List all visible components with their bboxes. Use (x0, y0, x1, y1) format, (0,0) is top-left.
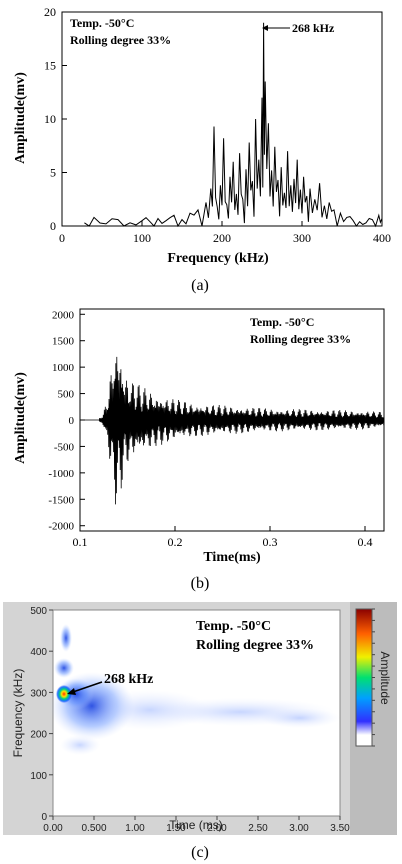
peak-arrowhead-c (67, 688, 76, 695)
annotation-temp-a: Temp. -50°C (70, 16, 134, 30)
x-axis-label-c: Time (ms) (169, 818, 223, 832)
y-tick-label-b: -2000 (48, 521, 74, 533)
x-tick-label-c: 3.50 (330, 823, 350, 834)
x-tick-label-c: 1.00 (125, 823, 145, 834)
caption-a: (a) (191, 277, 209, 294)
y-tick-label-a: 0 (50, 219, 56, 233)
x-tick-label-a: 0 (59, 231, 65, 245)
caption-c: (c) (191, 844, 209, 861)
y-tick-label-b: 500 (58, 389, 75, 401)
heat-blob (54, 658, 74, 678)
peak-arrow-c (69, 681, 103, 694)
panel-b: 0.1 0.2 0.3 0.4 -2000 -1500 -1000 -500 0 500 1000 1… (13, 308, 385, 592)
x-tick-label-c: 3.00 (289, 823, 309, 834)
heat-blob (60, 735, 100, 755)
spectrum-line (84, 22, 383, 228)
heat-blob (60, 624, 72, 652)
x-tick-label-b: 0.4 (358, 535, 373, 549)
y-tick-label-c: 300 (30, 688, 47, 699)
x-tick-label-b: 0.1 (73, 535, 88, 549)
colorbar-label: Amplitude (378, 651, 392, 705)
x-tick-label-c: 2.50 (248, 823, 268, 834)
y-tick-label-b: 0 (69, 415, 75, 427)
y-tick-label-b: -1000 (48, 468, 74, 480)
heatmap-layer (50, 624, 340, 755)
x-tick-label-a: 200 (213, 231, 231, 245)
x-tick-label-c: 0.00 (43, 823, 63, 834)
y-tick-label-c: 0 (41, 812, 47, 823)
y-tick-label-a: 20 (44, 5, 56, 19)
y-tick-label-c: 100 (30, 771, 47, 782)
annotation-rolling-c: Rolling degree 33% (196, 638, 314, 653)
waveform-line (80, 356, 385, 505)
y-tick-label-b: -500 (54, 441, 75, 453)
annotation-temp-b: Temp. -50°C (250, 315, 314, 329)
x-tick-label-a: 100 (133, 231, 151, 245)
annotation-rolling-a: Rolling degree 33% (70, 33, 171, 47)
y-tick-label-b: 1000 (52, 362, 75, 374)
y-tick-label-c: 400 (30, 647, 47, 658)
y-tick-label-b: 2000 (52, 309, 75, 321)
panel-a: 0 100 200 300 400 0 5 10 15 20 Frequency (kHz) Am… (13, 5, 391, 294)
y-tick-label-b: 1500 (52, 336, 75, 348)
y-tick-label-a: 5 (50, 166, 56, 180)
y-axis-label-a: Amplitude(mv) (13, 72, 28, 164)
y-tick-label-c: 200 (30, 730, 47, 741)
y-tick-label-a: 10 (44, 112, 56, 126)
y-tick-label-a: 15 (44, 59, 56, 73)
x-tick-label-a: 300 (293, 231, 311, 245)
x-tick-label-a: 400 (373, 231, 391, 245)
peak-label-a: 268 kHz (292, 21, 335, 35)
y-axis-label-c: Frequency (kHz) (11, 669, 25, 758)
x-axis-label-b: Time(ms) (203, 550, 261, 565)
annotation-temp-c: Temp. -50°C (196, 619, 271, 634)
y-tick-label-c: 500 (30, 606, 47, 617)
x-tick-label-c: 0.500 (81, 823, 106, 834)
heat-peak (56, 685, 72, 703)
annotation-rolling-b: Rolling degree 33% (250, 332, 351, 346)
peak-label-c: 268 kHz (104, 672, 153, 687)
heat-blob (260, 708, 340, 728)
x-tick-label-c: 1.50 (166, 823, 186, 834)
x-tick-label-b: 0.2 (168, 535, 183, 549)
x-tick-label-b: 0.3 (263, 535, 278, 549)
peak-arrowhead-a (262, 25, 268, 31)
y-tick-label-b: -1500 (48, 494, 74, 506)
x-axis-label-a: Frequency (kHz) (167, 251, 269, 266)
y-axis-label-b: Amplitude(mv) (13, 372, 28, 464)
colorbar (355, 608, 373, 747)
x-tick-label-c: 2.00 (207, 823, 227, 834)
caption-b: (b) (191, 575, 210, 592)
panel-c: 0.00 0.500 1.00 1.50 2.00 2.50 3.00 3.50 0 100 200… (3, 602, 397, 861)
